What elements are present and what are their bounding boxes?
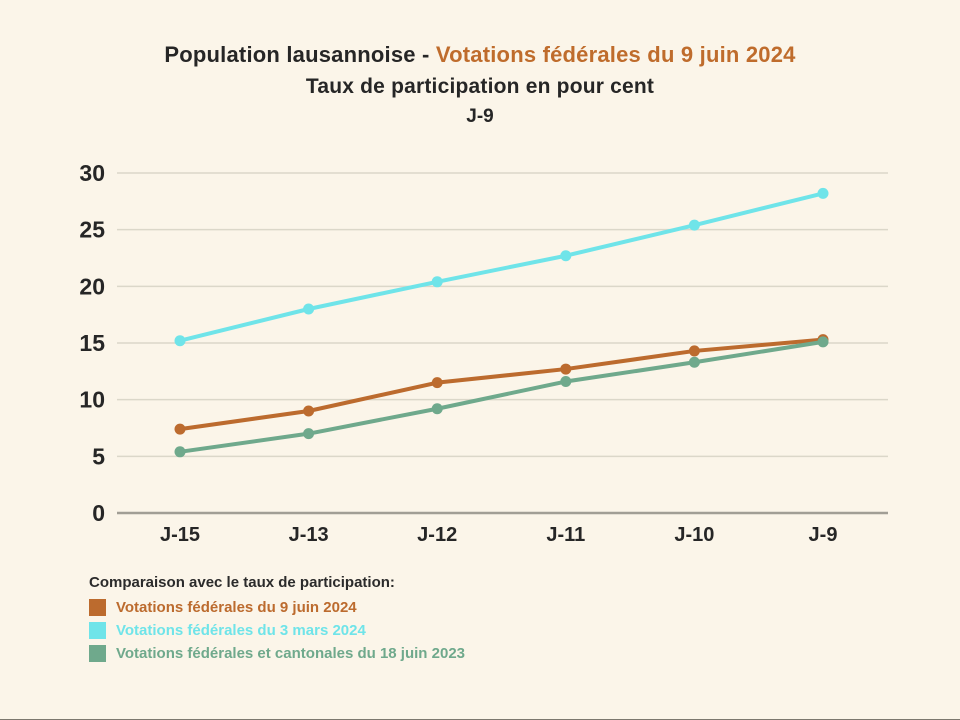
legend-heading: Comparaison avec le taux de participatio… [89,574,395,591]
chart-legend: Comparaison avec le taux de participatio… [89,574,465,662]
svg-text:0: 0 [92,500,105,526]
svg-text:J-10: J-10 [674,524,714,546]
legend-label: Votations fédérales du 9 juin 2024 [116,599,357,616]
svg-text:25: 25 [79,217,105,243]
legend-item-18-juin-2023: Votations fédérales et cantonales du 18 … [89,645,465,662]
svg-text:30: 30 [79,160,105,186]
legend-item-3-mars-2024: Votations fédérales du 3 mars 2024 [89,622,465,639]
legend-label: Votations fédérales et cantonales du 18 … [116,645,466,662]
svg-text:J-13: J-13 [289,524,329,546]
svg-text:15: 15 [79,330,105,356]
legend-swatch-cyan-icon [89,622,106,639]
legend-label: Votations fédérales du 3 mars 2024 [116,622,366,639]
chart-subtitle: Taux de participation en pour cent [305,75,655,98]
legend-item-9-juin-2024: Votations fédérales du 9 juin 2024 [89,599,465,616]
svg-text:20: 20 [79,273,105,299]
legend-swatch-green-icon [89,645,106,662]
svg-text:J-11: J-11 [546,524,585,546]
legend-swatch-orange-icon [89,599,106,616]
svg-text:J-15: J-15 [160,524,200,546]
chart-title-highlight: Votations fédérales du 9 juin 2024 [435,42,796,67]
svg-text:J-12: J-12 [417,524,457,546]
chart-title: Population lausannoise - Votations fédér… [0,42,960,68]
chart-day-label: J-9 [466,106,494,127]
chart-title-prefix: Population lausannoise - [164,42,436,67]
svg-text:10: 10 [79,387,105,413]
svg-text:J-9: J-9 [809,524,838,546]
svg-text:5: 5 [92,443,105,469]
